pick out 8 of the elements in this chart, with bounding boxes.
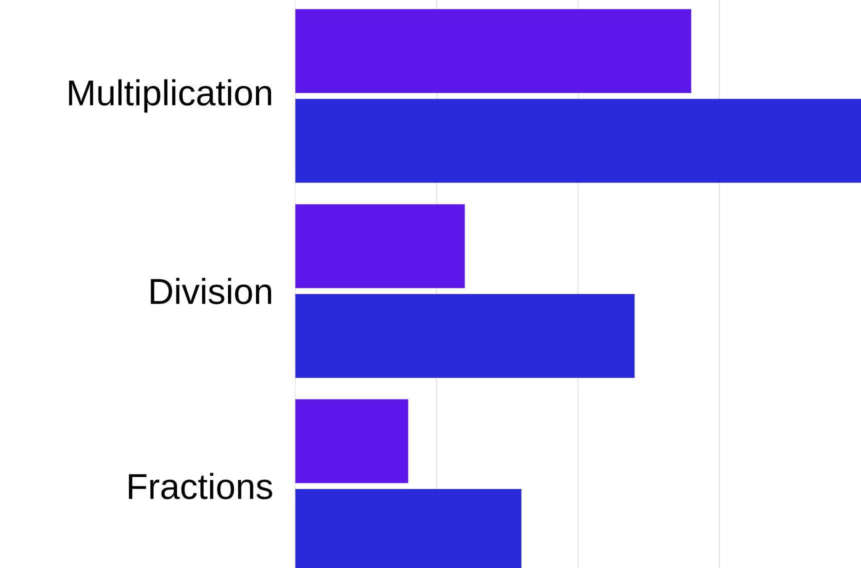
bar (295, 204, 465, 288)
y-tick-label: Division (150, 278, 272, 304)
y-tick-label: Multiplication (69, 79, 272, 113)
bar (295, 399, 408, 484)
bar (295, 98, 861, 183)
bar (295, 294, 635, 378)
y-tick-label: Fractions (128, 472, 272, 500)
bar (295, 9, 692, 94)
